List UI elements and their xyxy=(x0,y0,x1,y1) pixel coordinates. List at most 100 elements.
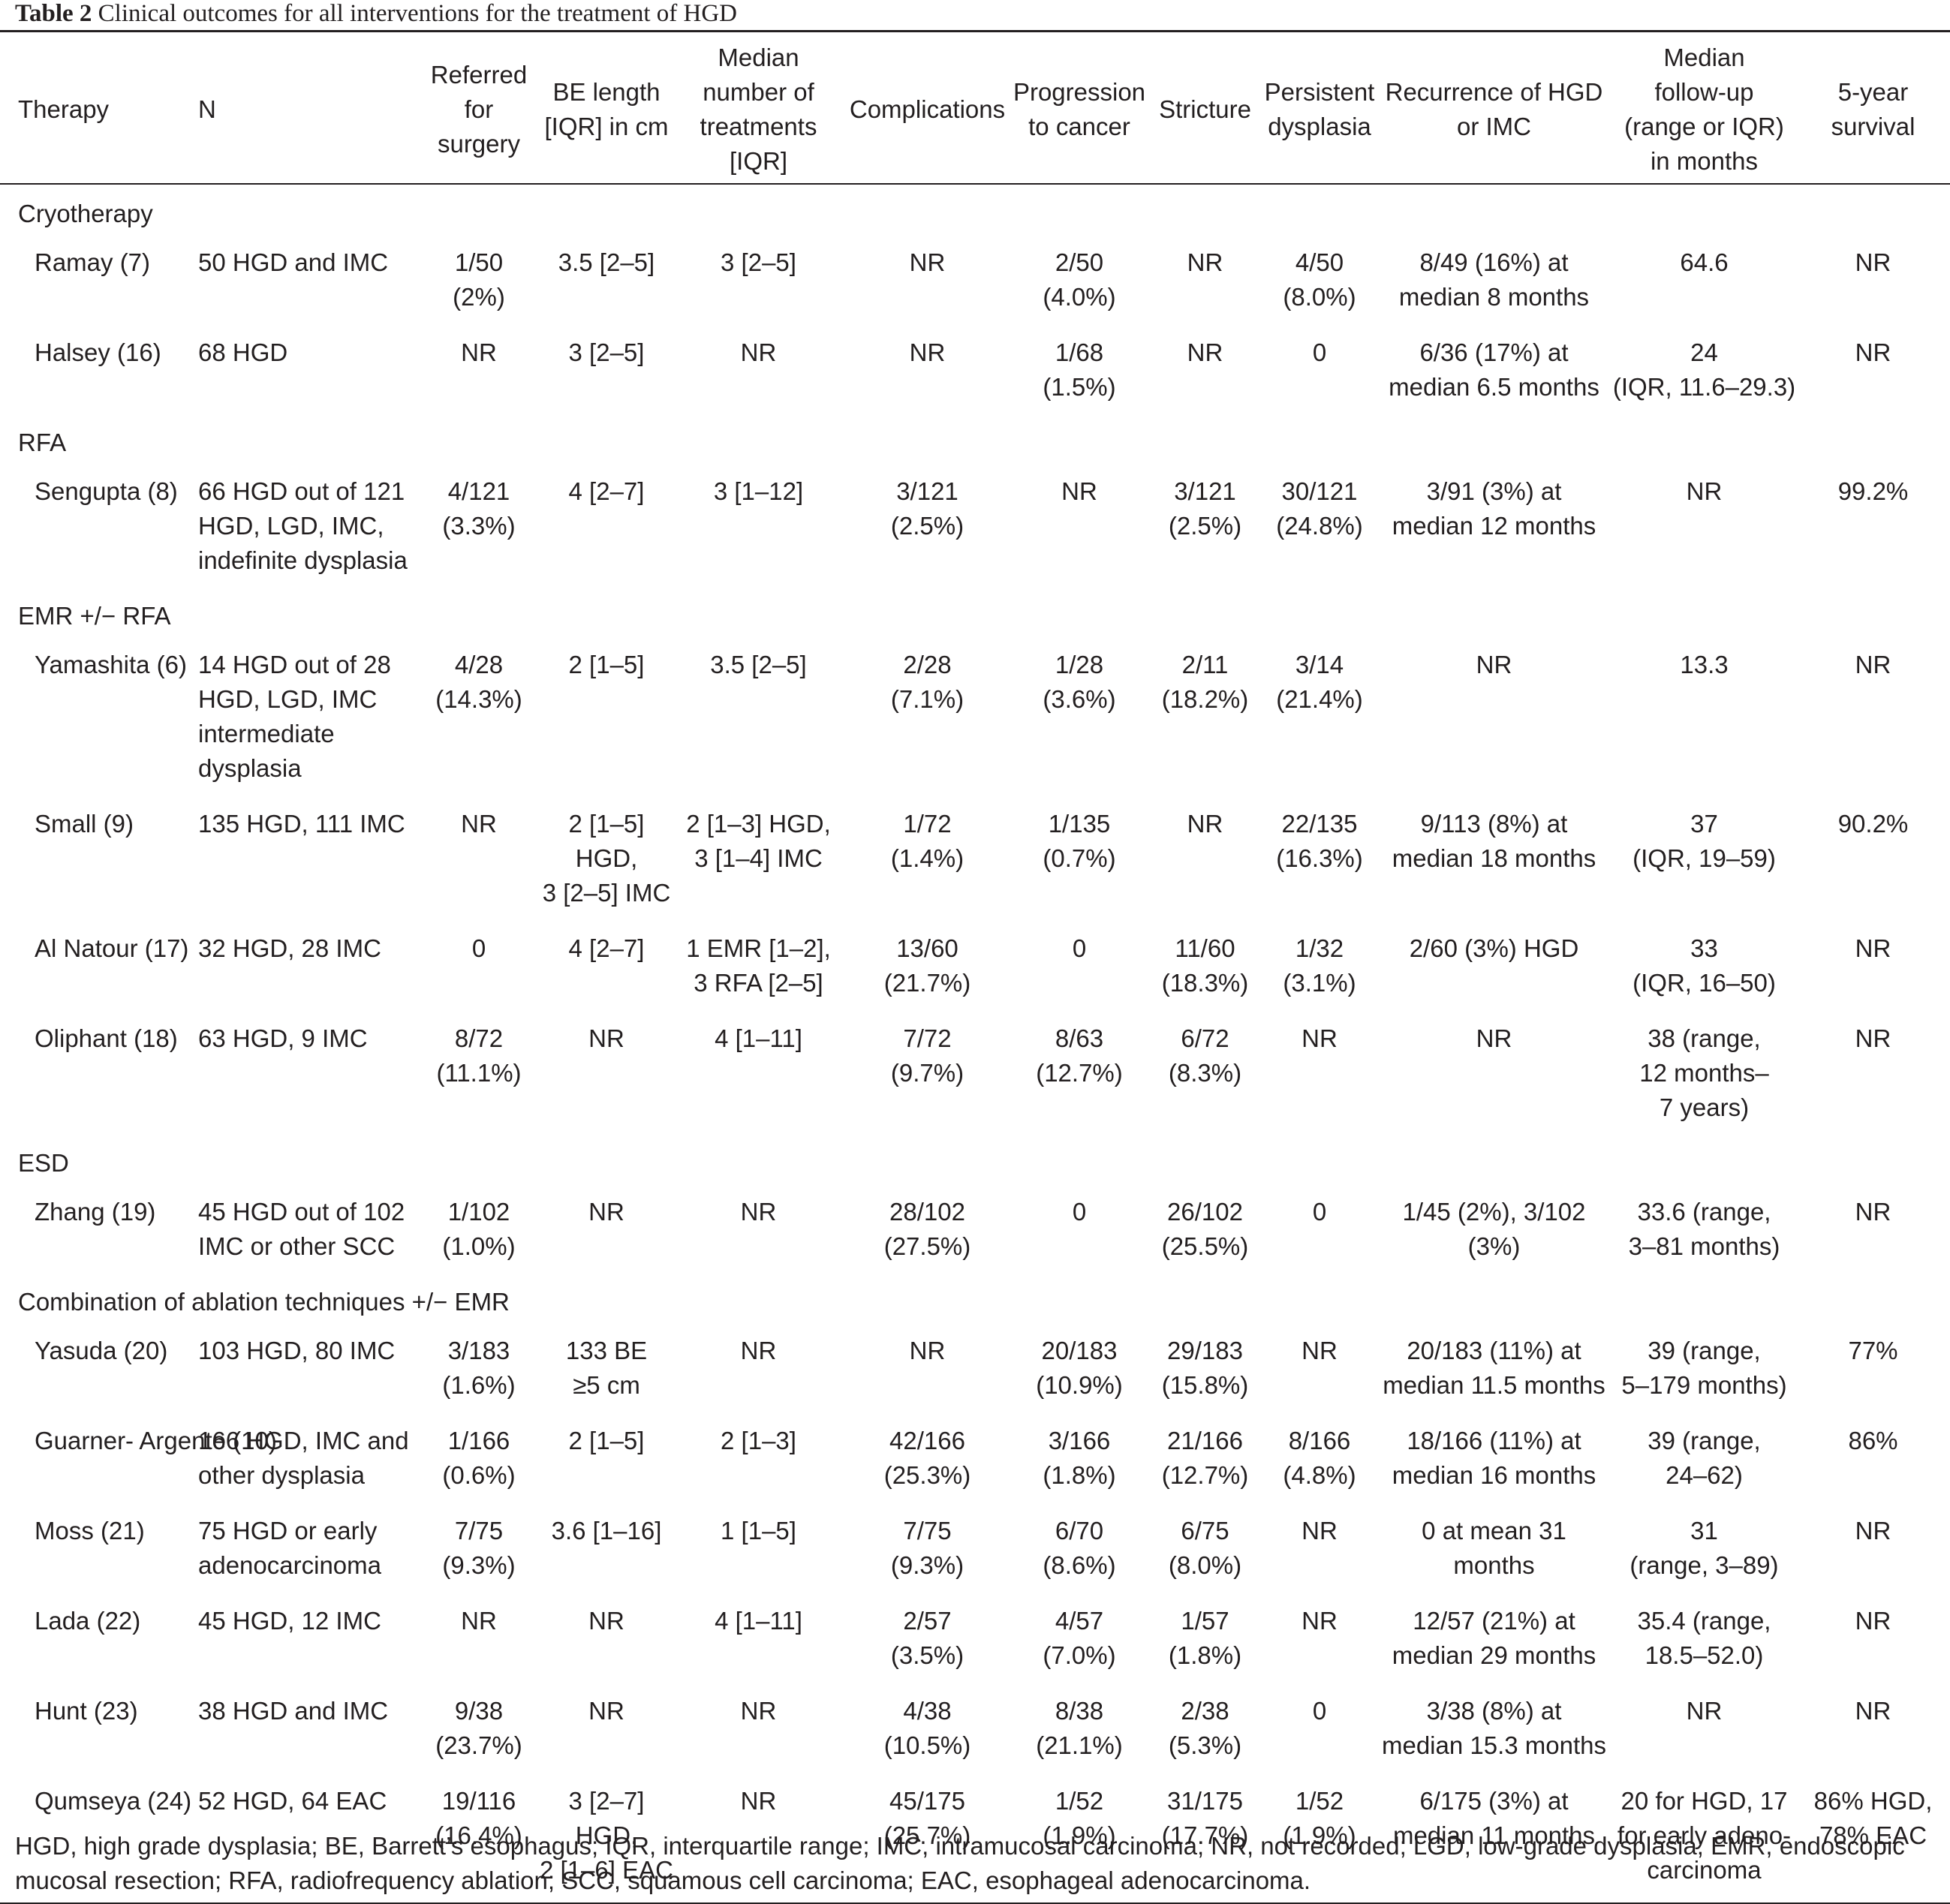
followup-cell: NR xyxy=(1686,1697,1723,1725)
n-cell: 103 HGD, 80 IMC xyxy=(198,1337,396,1364)
table-row: Small (9) 135 HGD, 111 IMC NR 2 [1–5] HGD, … xyxy=(0,799,1950,924)
stricture-cell: NR xyxy=(1187,338,1223,366)
followup-cell: 64.6 xyxy=(1680,248,1729,276)
group-label: EMR +/− RFA xyxy=(18,602,171,630)
column-header-stricture: Stricture xyxy=(1159,95,1251,123)
n-cell: 14 HGD out of 28 HGD, LGD, IMC intermedi… xyxy=(198,651,391,782)
surgery-cell: 8/72 (11.1%) xyxy=(436,1024,522,1087)
surgery-cell: 1/102 (1.0%) xyxy=(442,1198,516,1260)
recurrence-cell: 8/49 (16%) at median 8 months xyxy=(1398,248,1590,311)
group-label: RFA xyxy=(18,429,67,456)
column-header-recurrence: Recurrence of HGD or IMC xyxy=(1385,78,1603,140)
table-row: Guarner- Argente (10) 166 HGD, IMC and ot… xyxy=(0,1416,1950,1506)
be-length-cell: NR xyxy=(588,1024,624,1052)
recurrence-cell: 6/36 (17%) at median 6.5 months xyxy=(1389,338,1599,401)
surgery-cell: 1/166 (0.6%) xyxy=(442,1427,516,1489)
stricture-cell: 31/175 (17.7%) xyxy=(1161,1787,1249,1849)
followup-cell: 38 (range, 12 months– 7 years) xyxy=(1639,1024,1769,1121)
followup-cell: 20 for HGD, 17 for early adeno- carcinom… xyxy=(1617,1787,1792,1884)
surgery-cell: 1/50 (2%) xyxy=(453,248,505,311)
followup-cell: 39 (range, 24–62) xyxy=(1648,1427,1761,1489)
stricture-cell: 21/166 (12.7%) xyxy=(1161,1427,1249,1489)
progression-cell: 20/183 (10.9%) xyxy=(1036,1337,1123,1399)
study-cell: Halsey (16) xyxy=(35,338,161,366)
persistent-cell: 0 xyxy=(1312,1697,1327,1725)
study-cell: Al Natour (17) xyxy=(35,934,189,962)
stricture-cell: 6/72 (8.3%) xyxy=(1168,1024,1242,1087)
be-length-cell: 2 [1–5] xyxy=(568,651,645,678)
treatments-cell: NR xyxy=(740,1198,777,1226)
table-footnote: HGD, high grade dysplasia; BE, Barrett’s… xyxy=(15,1832,1905,1894)
progression-cell: 1/68 (1.5%) xyxy=(1043,338,1116,401)
persistent-cell: NR xyxy=(1302,1517,1338,1545)
recurrence-cell: 2/60 (3%) HGD xyxy=(1409,934,1579,962)
survival-cell: 77% xyxy=(1848,1337,1898,1364)
recurrence-cell: 3/91 (3%) at median 12 months xyxy=(1392,477,1596,540)
progression-cell: 0 xyxy=(1072,1198,1087,1226)
surgery-cell: 19/116 (16.4%) xyxy=(435,1787,522,1849)
be-length-cell: 3 [2–5] xyxy=(568,338,645,366)
surgery-cell: 4/121 (3.3%) xyxy=(442,477,516,540)
treatments-cell: 3 [1–12] xyxy=(713,477,804,505)
table-body: Cryotherapy Ramay (7) 50 HGD and IMC 1/50 (… xyxy=(0,183,1950,1901)
complications-cell: 28/102 (27.5%) xyxy=(883,1198,971,1260)
followup-cell: 33 (IQR, 16–50) xyxy=(1633,934,1776,997)
column-header-n: N xyxy=(198,95,216,123)
recurrence-cell: 3/38 (8%) at median 15.3 months xyxy=(1381,1697,1606,1759)
table-caption: Table 2 Clinical outcomes for all interv… xyxy=(15,0,737,29)
progression-cell: 8/63 (12.7%) xyxy=(1036,1024,1123,1087)
table-label: Table 2 xyxy=(15,0,92,27)
column-header-be-length: BE length [IQR] in cm xyxy=(544,78,669,140)
n-cell: 75 HGD or early adenocarcinoma xyxy=(198,1517,381,1579)
followup-cell: NR xyxy=(1686,477,1723,505)
be-length-cell: 3.5 [2–5] xyxy=(558,248,655,276)
table-row: Lada (22) 45 HGD, 12 IMC NR NR 4 [1–11] 2/57 … xyxy=(0,1596,1950,1686)
recurrence-cell: 1/45 (2%), 3/102 (3%) xyxy=(1402,1198,1586,1260)
complications-cell: 1/72 (1.4%) xyxy=(890,810,964,872)
stricture-cell: 2/38 (5.3%) xyxy=(1168,1697,1242,1759)
progression-cell: 0 xyxy=(1072,934,1087,962)
table-row: Qumseya (24) 52 HGD, 64 EAC 19/116 (16.4%)… xyxy=(0,1776,1950,1901)
table-row: Halsey (16) 68 HGD NR 3 [2–5] NR NR 1/68 (1.5%… xyxy=(0,328,1950,418)
be-length-cell: 3.6 [1–16] xyxy=(551,1517,662,1545)
survival-cell: 86% HGD, 78% EAC xyxy=(1813,1787,1933,1849)
surgery-cell: NR xyxy=(461,338,497,366)
survival-cell: 90.2% xyxy=(1837,810,1909,838)
treatments-cell: 4 [1–11] xyxy=(715,1607,802,1635)
outcomes-table: Therapy N Referred for surgery BE length [I… xyxy=(0,36,1950,1901)
complications-cell: 45/175 (25.7%) xyxy=(883,1787,971,1849)
recurrence-cell: NR xyxy=(1476,1024,1512,1052)
followup-cell: 31 (range, 3–89) xyxy=(1630,1517,1779,1579)
study-cell: Yamashita (6) xyxy=(35,651,187,678)
group-row: Cryotherapy xyxy=(0,183,1950,238)
stricture-cell: 11/60 (18.3%) xyxy=(1161,934,1249,997)
followup-cell: 37 (IQR, 19–59) xyxy=(1633,810,1776,872)
column-header-median-follow-up: Median follow-up (range or IQR) in month… xyxy=(1624,44,1784,175)
n-cell: 68 HGD xyxy=(198,338,288,366)
n-cell: 45 HGD out of 102 IMC or other SCC xyxy=(198,1198,405,1260)
surgery-cell: 7/75 (9.3%) xyxy=(442,1517,516,1579)
group-row: RFA xyxy=(0,418,1950,467)
complications-cell: 42/166 (25.3%) xyxy=(883,1427,971,1489)
complications-cell: NR xyxy=(909,338,946,366)
persistent-cell: NR xyxy=(1302,1337,1338,1364)
group-label: Combination of ablation techniques +/− E… xyxy=(18,1288,510,1316)
recurrence-cell: 6/175 (3%) at median 11 months xyxy=(1392,1787,1596,1849)
stricture-cell: 3/121 (2.5%) xyxy=(1168,477,1242,540)
followup-cell: 33.6 (range, 3–81 months) xyxy=(1628,1198,1780,1260)
treatments-cell: NR xyxy=(740,1787,777,1815)
survival-cell: NR xyxy=(1855,248,1891,276)
progression-cell: 4/57 (7.0%) xyxy=(1043,1607,1116,1669)
survival-cell: NR xyxy=(1855,1517,1891,1545)
survival-cell: 99.2% xyxy=(1837,477,1909,505)
table-title: Clinical outcomes for all interventions … xyxy=(98,0,738,27)
recurrence-cell: 20/183 (11%) at median 11.5 months xyxy=(1383,1337,1605,1399)
treatments-cell: 2 [1–3] xyxy=(721,1427,796,1454)
treatments-cell: 2 [1–3] HGD, 3 [1–4] IMC xyxy=(686,810,831,872)
table-row: Yamashita (6) 14 HGD out of 28 HGD, LGD, … xyxy=(0,640,1950,799)
stricture-cell: 2/11 (18.2%) xyxy=(1161,651,1249,713)
study-cell: Qumseya (24) xyxy=(35,1787,192,1815)
n-cell: 52 HGD, 64 EAC xyxy=(198,1787,387,1815)
recurrence-cell: 9/113 (8%) at median 18 months xyxy=(1392,810,1596,872)
